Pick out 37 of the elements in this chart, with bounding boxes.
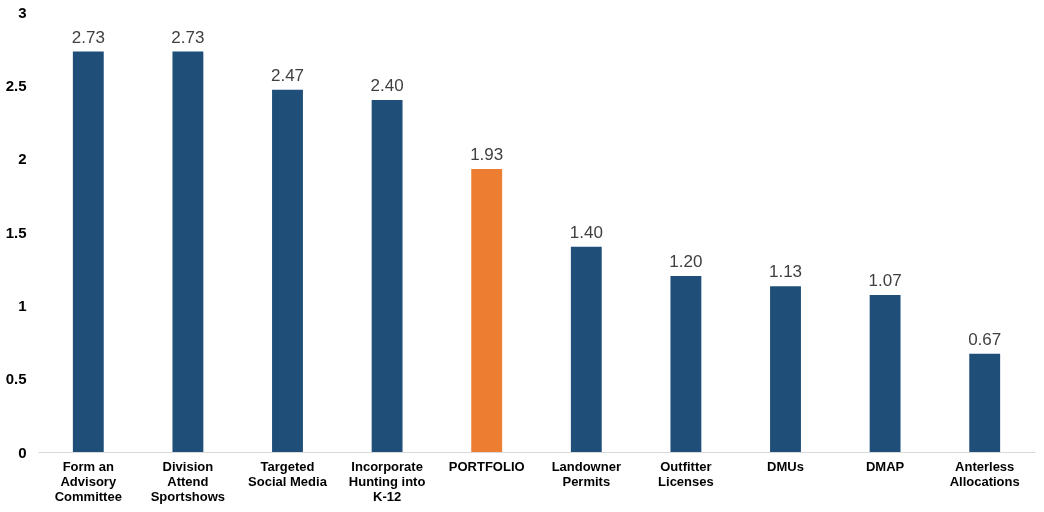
data-label: 0.67	[968, 329, 1002, 349]
y-tick-label: 3	[18, 3, 27, 21]
bar	[570, 246, 602, 452]
bar	[272, 89, 303, 452]
bar	[969, 353, 1001, 452]
x-tick-label: Incorporate Hunting into K-12	[348, 458, 426, 504]
bar	[72, 51, 104, 452]
y-tick-label: 0	[18, 443, 27, 461]
data-label: 1.40	[569, 222, 603, 242]
x-tick-label: DMAP	[865, 458, 905, 474]
bar	[770, 286, 801, 452]
y-tick-label: 1	[18, 296, 27, 314]
bar	[471, 168, 503, 452]
data-label: 2.73	[71, 27, 105, 47]
x-tick-label: Division Attend Sportshows	[150, 458, 226, 504]
y-tick-label: 0.5	[5, 370, 27, 388]
data-label: 1.07	[868, 271, 902, 291]
x-tick-label: Landowner Permits	[551, 458, 621, 489]
bar	[670, 276, 702, 452]
x-tick-label: PORTFOLIO	[448, 458, 525, 474]
bar	[869, 295, 901, 452]
x-tick-label: Form an Advisory Committee	[54, 458, 122, 504]
data-label: 1.13	[768, 262, 803, 282]
x-tick-label: Targeted Social Media	[248, 458, 328, 489]
bar	[371, 100, 403, 452]
data-label: 1.20	[669, 252, 703, 271]
data-label: 2.47	[270, 65, 305, 85]
y-tick-label: 1.5	[5, 223, 27, 241]
x-tick-label: Outfitter Licenses	[658, 458, 714, 489]
bar	[172, 51, 204, 452]
x-tick-label: Anterless Allocations	[949, 458, 1020, 489]
x-tick-label: DMUs	[767, 458, 804, 474]
data-label: 2.40	[370, 76, 404, 95]
y-tick-label: 2.5	[5, 76, 27, 94]
data-label: 2.73	[171, 27, 205, 47]
data-label: 1.93	[470, 144, 504, 164]
y-tick-label: 2	[18, 150, 27, 168]
